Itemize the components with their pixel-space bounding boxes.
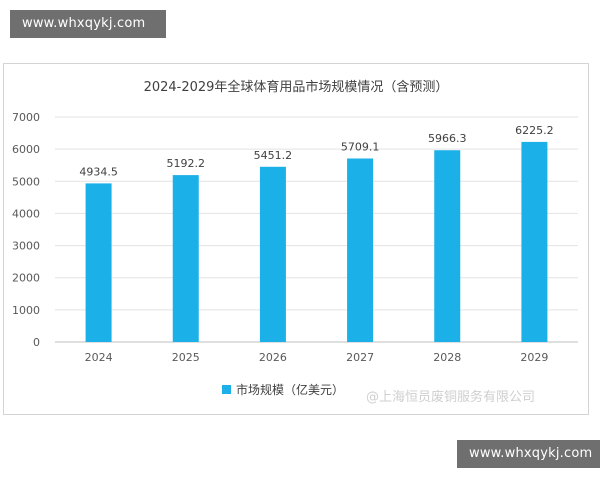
chart-title: 2024-2029年全球体育用品市场规模情况（含预测） [144,79,449,95]
bar [521,141,548,342]
bar [259,166,286,342]
x-tick-label: 2029 [520,351,548,364]
x-tick-label: 2028 [433,351,461,364]
data-label: 5709.1 [341,140,380,153]
data-label: 5966.3 [428,132,467,145]
x-tick-label: 2027 [346,351,374,364]
x-tick-label: 2025 [172,351,200,364]
legend-label: 市场规模（亿美元） [236,382,344,397]
watermark-top: www.whxqykj.com [10,10,166,38]
y-tick-label: 3000 [12,240,40,253]
bar [434,150,461,342]
bar [347,158,374,342]
watermark-bottom: www.whxqykj.com [457,440,600,468]
credit-watermark: @上海恒员废铜服务有限公司 [366,390,536,405]
y-tick-label: 5000 [12,175,40,188]
y-tick-label: 6000 [12,143,40,156]
data-label: 5451.2 [254,149,293,162]
data-label: 5192.2 [167,157,206,170]
x-tick-label: 2026 [259,351,287,364]
y-tick-label: 2000 [12,272,40,285]
x-tick-label: 2024 [85,351,113,364]
data-label: 6225.2 [515,124,554,137]
y-tick-label: 7000 [12,111,40,124]
y-tick-label: 0 [33,336,40,349]
data-label: 4934.5 [79,165,118,178]
legend-swatch [222,385,231,394]
bar [172,175,199,342]
y-tick-label: 1000 [12,304,40,317]
bar [85,183,112,342]
y-tick-label: 4000 [12,207,40,220]
